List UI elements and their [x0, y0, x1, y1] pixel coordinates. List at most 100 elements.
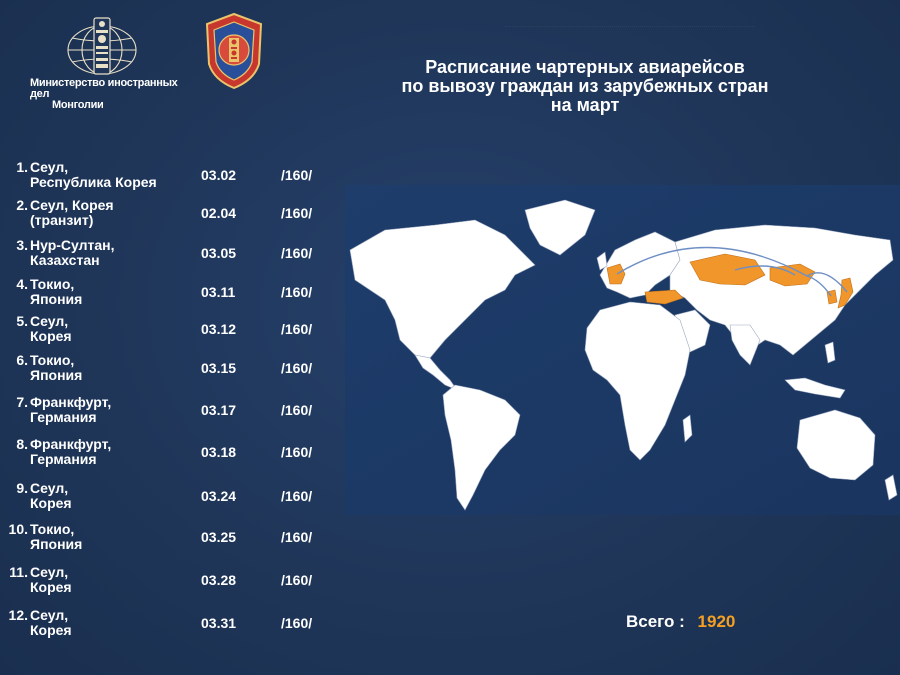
south-america-shape	[442, 384, 521, 511]
ministry-caption-line2: Монголии	[52, 99, 104, 111]
flight-destination: Токио, Япония	[30, 277, 190, 307]
flight-row-12: 12. Сеул, Корея 03.31 /160/	[0, 608, 340, 648]
flight-destination: Токио, Япония	[30, 522, 190, 552]
flight-seats: /160/	[281, 321, 313, 337]
city-line1: Токио,	[30, 276, 75, 292]
flight-destination: Токио, Япония	[30, 353, 190, 383]
flight-row-4: 4. Токио, Япония 03.11 /160/	[0, 277, 340, 317]
flight-number: 11.	[9, 564, 28, 580]
city-line2: Корея	[30, 579, 72, 595]
city-line2: Япония	[30, 291, 83, 307]
indonesia-shape	[784, 377, 846, 399]
flight-number: 6.	[16, 352, 28, 368]
city-line1: Франкфурт,	[30, 436, 112, 452]
flight-date: 03.28	[201, 572, 237, 588]
turkey-shape	[644, 289, 684, 305]
australia-shape	[796, 409, 876, 481]
ministry-caption-line1: Министерство иностранных дел	[30, 77, 178, 100]
flight-destination: Сеул, Корея	[30, 314, 190, 344]
north-america-shape	[349, 219, 536, 359]
city-line1: Сеул, Корея	[30, 197, 114, 213]
africa-shape	[584, 301, 691, 461]
flight-row-5: 5. Сеул, Корея 03.12 /160/	[0, 314, 340, 354]
flight-date: 03.11	[201, 284, 236, 300]
city-line2: Республика Корея	[30, 174, 157, 190]
total-value: 1920	[697, 612, 736, 631]
city-line1: Токио,	[30, 521, 75, 537]
flight-seats: /160/	[281, 245, 313, 261]
flight-date: 03.25	[201, 529, 237, 545]
route-nur-sultan	[734, 265, 796, 276]
border-agency-badge-icon	[205, 12, 263, 90]
flight-date: 03.31	[201, 615, 237, 631]
flight-destination: Сеул, Республика Корея	[30, 160, 190, 190]
title-line1: Расписание чартерных авиарейсов	[425, 57, 745, 77]
city-line1: Сеул,	[30, 313, 69, 329]
flight-date: 03.17	[201, 402, 237, 418]
madagascar-shape	[682, 414, 693, 443]
flight-seats: /160/	[281, 402, 313, 418]
total-summary: Всего : 1920	[626, 612, 735, 632]
city-line2: Япония	[30, 367, 83, 383]
flight-routes	[616, 246, 848, 297]
flight-seats: /160/	[281, 284, 313, 300]
flight-date: 03.15	[201, 360, 237, 376]
title-line2: по вывозу граждан из зарубежных стран	[401, 76, 769, 96]
flight-seats: /160/	[281, 444, 313, 460]
city-line1: Нур-Султан,	[30, 237, 115, 253]
world-map	[345, 185, 900, 515]
flight-number: 7.	[16, 394, 28, 410]
flight-seats: /160/	[281, 488, 313, 504]
flight-number: 3.	[16, 237, 28, 253]
city-line1: Токио,	[30, 352, 75, 368]
city-line2: (транзит)	[30, 212, 94, 228]
flight-seats: /160/	[281, 360, 313, 376]
city-line1: Сеул,	[30, 159, 69, 175]
new-zealand-shape	[884, 474, 898, 501]
flight-date: 02.04	[201, 205, 237, 221]
flight-date: 03.18	[201, 444, 237, 460]
total-label: Всего :	[626, 612, 685, 631]
route-tokio	[806, 272, 848, 293]
flight-row-6: 6. Токио, Япония 03.15 /160/	[0, 353, 340, 393]
title-line3: на март	[550, 95, 620, 115]
flight-row-7: 7. Франкфурт, Германия 03.17 /160/	[0, 395, 340, 435]
city-line1: Сеул,	[30, 564, 69, 580]
flight-row-10: 10. Токио, Япония 03.25 /160/	[0, 522, 340, 562]
flight-destination: Сеул, Корея (транзит)	[30, 198, 190, 228]
india-shape	[729, 324, 761, 366]
flight-destination: Сеул, Корея	[30, 608, 190, 638]
ministry-emblem-icon	[67, 17, 137, 75]
route-seoul	[806, 275, 832, 297]
city-line2: Корея	[30, 328, 72, 344]
flight-seats: /160/	[281, 167, 313, 183]
flight-number: 12.	[8, 607, 28, 623]
city-line2: Корея	[30, 495, 72, 511]
city-line2: Корея	[30, 622, 72, 638]
flight-number: 2.	[16, 197, 28, 213]
flight-destination: Нур-Султан, Казахстан	[30, 238, 190, 268]
flight-number: 1.	[16, 159, 28, 175]
route-frankfurt	[616, 246, 808, 277]
flight-seats: /160/	[281, 572, 313, 588]
germany-shape	[606, 263, 626, 285]
britain-shape	[596, 251, 608, 271]
city-line2: Казахстан	[30, 252, 100, 268]
kazakhstan-shape	[689, 253, 766, 286]
flight-destination: Сеул, Корея	[30, 481, 190, 511]
flight-destination: Франкфурт, Германия	[30, 395, 190, 425]
flight-destination: Франкфурт, Германия	[30, 437, 190, 467]
flight-seats: /160/	[281, 615, 313, 631]
flight-number: 8.	[16, 436, 28, 452]
flight-date: 03.02	[201, 167, 237, 183]
flight-seats: /160/	[281, 205, 313, 221]
greenland-shape	[524, 199, 596, 256]
flight-number: 10.	[8, 521, 28, 537]
ministry-caption: Министерство иностранных дел Монголии	[30, 78, 190, 111]
flight-number: 9.	[16, 480, 28, 496]
city-line2: Япония	[30, 536, 83, 552]
flight-date: 03.05	[201, 245, 237, 261]
flight-date: 03.12	[201, 321, 237, 337]
flight-row-3: 3. Нур-Султан, Казахстан 03.05 /160/	[0, 238, 340, 278]
city-line1: Сеул,	[30, 607, 69, 623]
